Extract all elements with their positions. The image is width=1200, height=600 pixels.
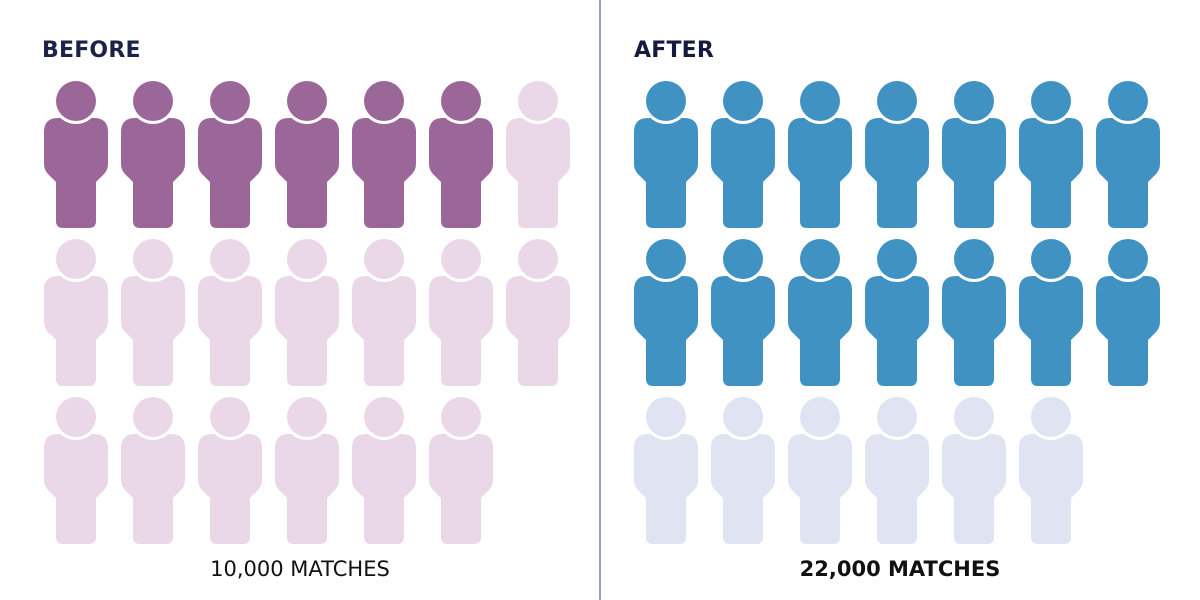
person-icon-empty [711,394,775,544]
person-icon-empty [44,394,108,544]
person-icon-filled [1096,236,1160,386]
person-icon-empty [275,394,339,544]
person-icon-filled [121,78,185,228]
person-icon-filled [788,236,852,386]
person-icon-filled [44,78,108,228]
person-icon-filled [1019,78,1083,228]
person-icon-empty [942,394,1006,544]
person-icon-empty [198,394,262,544]
person-icon-empty [352,394,416,544]
before-caption: 10,000 MATCHES [210,557,390,581]
person-icon-empty [865,394,929,544]
person-icon-filled [711,78,775,228]
person-icon-filled [942,236,1006,386]
person-icon-partial [634,394,698,544]
person-icon-filled [429,78,493,228]
before-icon-grid [44,78,570,544]
before-label: BEFORE [42,38,141,63]
person-icon-empty-part [506,78,570,228]
person-icon-empty [44,236,108,386]
person-icon-filled [634,236,698,386]
person-icon-empty [429,236,493,386]
person-icon-empty [352,236,416,386]
person-icon-filled [275,78,339,228]
person-icon-partial [506,78,570,228]
person-icon-empty [1019,394,1083,544]
person-icon-empty [275,236,339,386]
panel-divider [599,0,601,600]
person-icon-filled [865,236,929,386]
person-icon-empty [506,236,570,386]
person-icon-filled [942,78,1006,228]
person-icon-filled [711,236,775,386]
person-icon-filled [198,78,262,228]
person-icon-empty [198,236,262,386]
person-icon-filled [788,78,852,228]
person-icon-empty-part [634,394,698,544]
person-icon-empty [121,236,185,386]
after-label: AFTER [634,38,715,63]
person-icon-filled [1019,236,1083,386]
person-icon-empty [788,394,852,544]
person-icon-empty [121,394,185,544]
person-icon-filled [634,78,698,228]
person-icon-filled [1096,78,1160,228]
after-caption: 22,000 MATCHES [799,557,1001,581]
after-icon-grid [634,78,1160,544]
person-icon-filled [865,78,929,228]
person-icon-empty [429,394,493,544]
person-icon-filled [352,78,416,228]
